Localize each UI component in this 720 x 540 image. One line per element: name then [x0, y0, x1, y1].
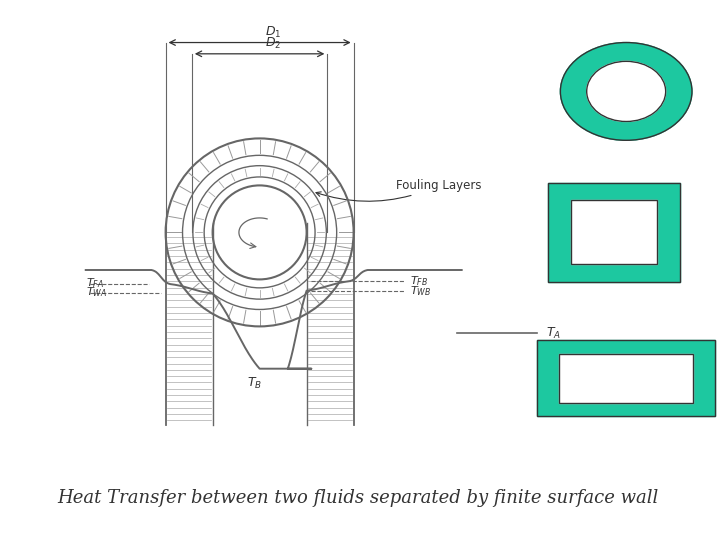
Bar [559, 354, 693, 402]
Bar [559, 354, 693, 402]
Text: $T_{WB}$: $T_{WB}$ [410, 284, 431, 298]
Text: Fouling Layers: Fouling Layers [316, 179, 482, 201]
Ellipse shape [587, 62, 666, 122]
Text: $T_{FB}$: $T_{FB}$ [410, 274, 428, 288]
Bar [571, 200, 657, 265]
Text: $T_{WA}$: $T_{WA}$ [86, 286, 107, 300]
Bar [548, 183, 680, 282]
Text: $T_A$: $T_A$ [546, 326, 562, 341]
Ellipse shape [560, 43, 692, 140]
Bar [537, 341, 716, 416]
Bar [548, 183, 680, 282]
Text: $D_1$: $D_1$ [264, 25, 281, 40]
Bar [537, 341, 716, 416]
Text: Heat Transfer between two fluids separated by finite surface wall: Heat Transfer between two fluids separat… [58, 489, 659, 507]
Bar [571, 200, 657, 265]
Text: $D_2$: $D_2$ [265, 36, 281, 51]
Text: $T_{FA}$: $T_{FA}$ [86, 276, 104, 290]
Text: $T_B$: $T_B$ [248, 376, 263, 392]
